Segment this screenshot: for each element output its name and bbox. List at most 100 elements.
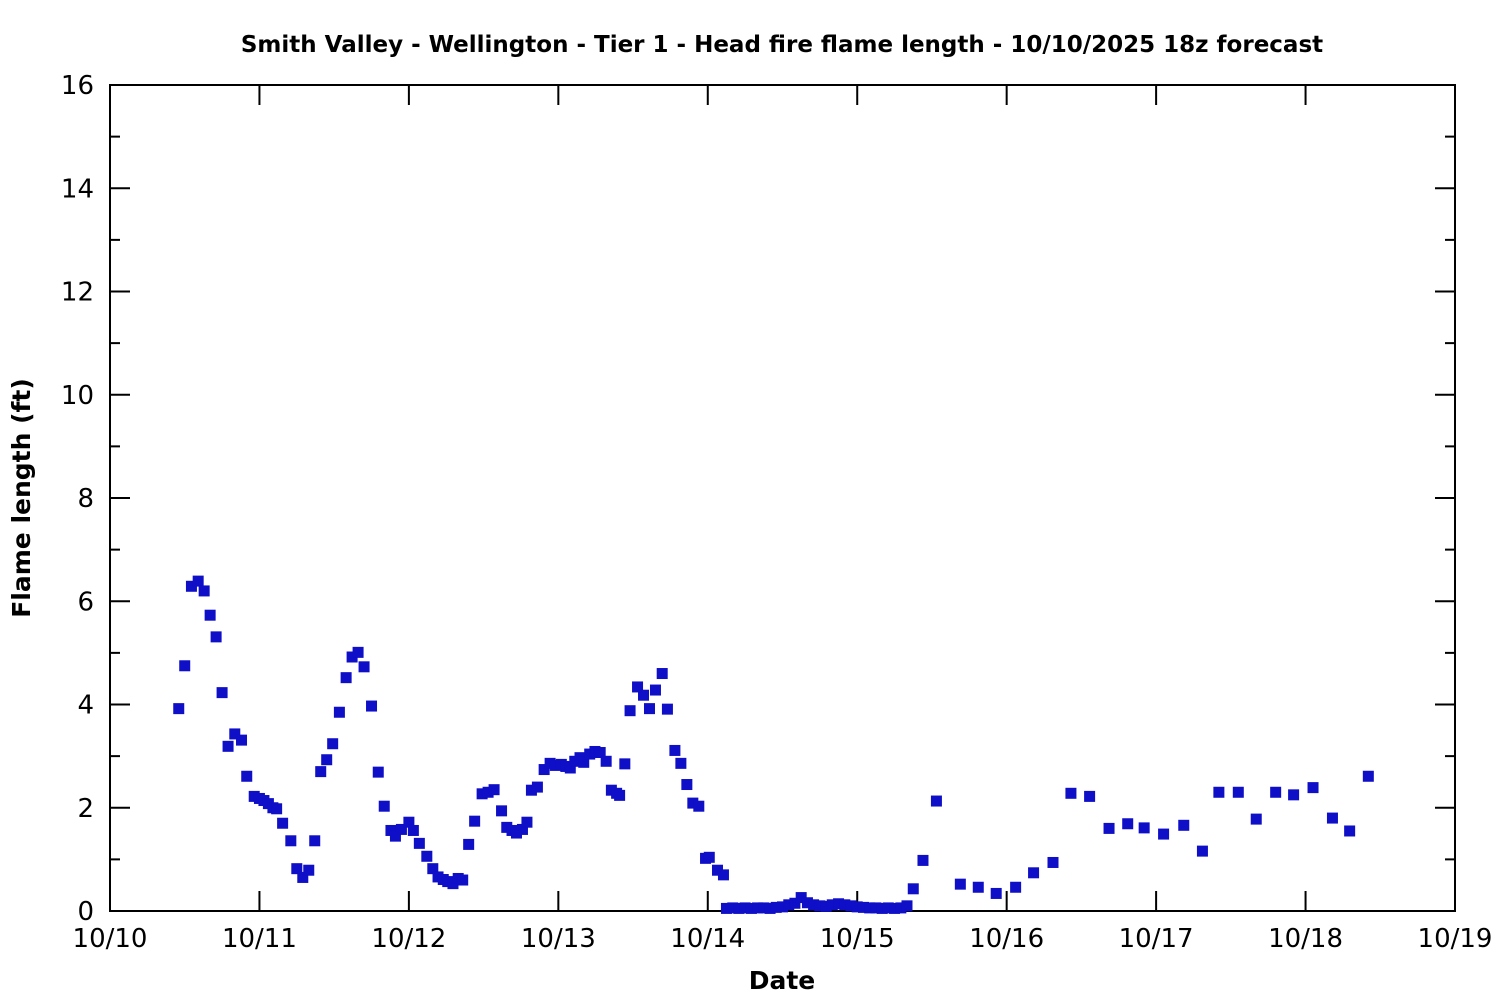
data-point <box>643 703 655 715</box>
data-point <box>669 744 681 756</box>
y-tick-label: 4 <box>77 691 94 721</box>
data-point <box>614 789 626 801</box>
data-point <box>531 781 543 793</box>
plot-border <box>109 84 1456 912</box>
y-tick-label: 8 <box>77 484 94 514</box>
data-point <box>421 850 433 862</box>
data-point <box>1138 822 1150 834</box>
x-tick-label: 10/17 <box>1119 924 1194 954</box>
data-point <box>1065 787 1077 799</box>
data-point <box>895 902 907 914</box>
data-point <box>1362 770 1374 782</box>
data-point <box>385 824 397 836</box>
data-point <box>839 899 851 911</box>
data-point <box>990 887 1002 899</box>
data-point <box>1213 786 1225 798</box>
data-point <box>564 762 576 774</box>
data-point <box>826 899 838 911</box>
data-point <box>930 795 942 807</box>
data-point <box>727 902 739 914</box>
data-point <box>469 815 481 827</box>
x-tick-label: 10/18 <box>1268 924 1343 954</box>
data-point <box>814 900 826 912</box>
data-point <box>549 759 561 771</box>
data-point <box>407 824 419 836</box>
data-point <box>210 631 222 643</box>
data-point <box>661 703 673 715</box>
y-tick-label: 12 <box>61 278 94 308</box>
data-point <box>876 902 888 914</box>
data-point <box>851 901 863 913</box>
data-point <box>222 740 234 752</box>
data-point <box>594 747 606 759</box>
data-point <box>1047 856 1059 868</box>
data-point <box>693 800 705 812</box>
data-point <box>413 837 425 849</box>
y-tick-label: 10 <box>61 381 94 411</box>
data-point <box>1084 790 1096 802</box>
data-point <box>789 897 801 909</box>
data-point <box>1103 822 1115 834</box>
data-point <box>309 835 321 847</box>
data-point <box>882 902 894 914</box>
data-point <box>1028 867 1040 879</box>
data-point <box>372 766 384 778</box>
data-point <box>236 734 248 746</box>
data-point <box>216 687 228 699</box>
data-point <box>1288 789 1300 801</box>
data-point <box>277 817 289 829</box>
data-point <box>687 797 699 809</box>
data-point <box>619 758 631 770</box>
data-point <box>204 609 216 621</box>
data-point <box>333 706 345 718</box>
data-point <box>1122 818 1134 830</box>
chart-title: Smith Valley - Wellington - Tier 1 - Hea… <box>241 32 1323 58</box>
data-point <box>752 902 764 914</box>
y-tick-label: 2 <box>77 794 94 824</box>
data-point <box>833 898 845 910</box>
data-point <box>954 878 966 890</box>
y-tick-label: 16 <box>61 71 94 101</box>
data-point <box>632 681 644 693</box>
y-tick-label: 0 <box>77 897 94 927</box>
data-point <box>801 897 813 909</box>
data-point <box>711 864 723 876</box>
data-point <box>972 881 984 893</box>
data-point <box>783 899 795 911</box>
data-point <box>1010 881 1022 893</box>
data-point <box>1158 828 1170 840</box>
data-point <box>496 805 508 817</box>
data-point <box>1344 825 1356 837</box>
data-point <box>327 738 339 750</box>
data-point <box>525 784 537 796</box>
data-point <box>770 901 782 913</box>
data-point <box>720 902 732 914</box>
data-point <box>427 863 439 875</box>
data-point <box>857 901 869 913</box>
data-point <box>516 823 528 835</box>
data-point <box>173 703 185 715</box>
data-point <box>656 668 668 680</box>
data-point <box>1178 819 1190 831</box>
data-point <box>192 575 204 587</box>
data-point <box>229 728 241 740</box>
data-point <box>1307 782 1319 794</box>
data-point <box>703 851 715 863</box>
data-point <box>378 800 390 812</box>
data-point <box>538 764 550 776</box>
data-point <box>578 756 590 768</box>
data-point <box>638 689 650 701</box>
data-point <box>1270 786 1282 798</box>
data-point <box>510 827 522 839</box>
data-point <box>739 902 751 914</box>
data-point <box>352 646 364 658</box>
y-tick-label: 6 <box>77 587 94 617</box>
data-point <box>889 902 901 914</box>
data-point <box>795 892 807 904</box>
data-point <box>808 899 820 911</box>
data-point <box>624 705 636 717</box>
data-point <box>820 900 832 912</box>
data-point <box>521 816 533 828</box>
data-point <box>717 869 729 881</box>
